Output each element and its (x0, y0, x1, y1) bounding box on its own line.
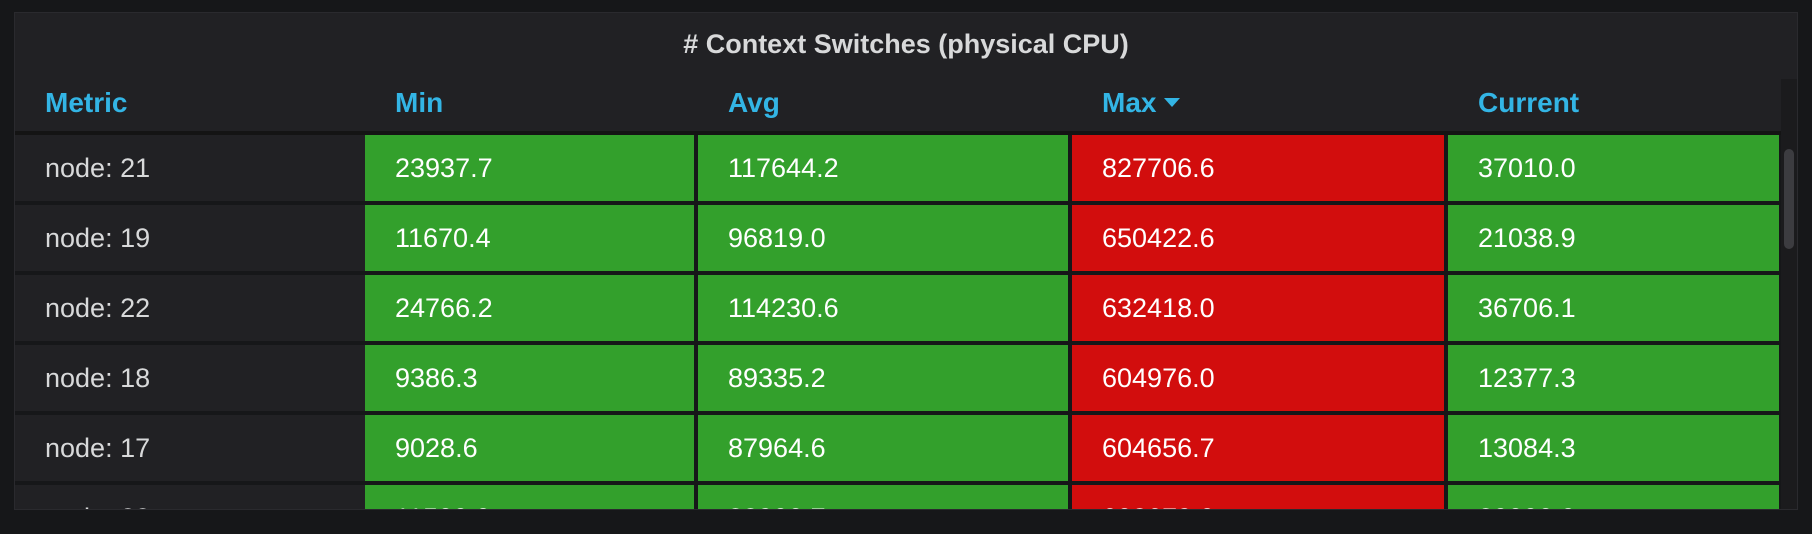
cell-current: 21038.9 (1448, 205, 1783, 275)
cell-min: 24766.2 (365, 275, 698, 345)
metrics-table: Metric Min Avg Max Current node: 21 2393… (15, 75, 1783, 509)
cell-min: 23937.7 (365, 135, 698, 205)
cell-min: 9386.3 (365, 345, 698, 415)
cell-avg: 96819.0 (698, 205, 1072, 275)
column-header-min[interactable]: Min (365, 75, 698, 135)
cell-max: 632418.0 (1072, 275, 1448, 345)
cell-avg: 87964.6 (698, 415, 1072, 485)
cell-max: 602679.0 (1072, 485, 1448, 509)
table-row: node: 19 11670.4 96819.0 650422.6 21038.… (15, 205, 1783, 275)
sort-descending-icon (1164, 98, 1181, 108)
column-header-label: Current (1478, 87, 1580, 118)
column-header-label: Avg (728, 87, 780, 118)
table-row: node: 21 23937.7 117644.2 827706.6 37010… (15, 135, 1783, 205)
column-header-max[interactable]: Max (1072, 75, 1448, 135)
table-row: node: 18 9386.3 89335.2 604976.0 12377.3 (15, 345, 1783, 415)
cell-metric: node: 21 (15, 135, 365, 205)
cell-current: 13084.3 (1448, 415, 1783, 485)
column-header-current[interactable]: Current (1448, 75, 1783, 135)
column-header-avg[interactable]: Avg (698, 75, 1072, 135)
table-row: node: 22 24766.2 114230.6 632418.0 36706… (15, 275, 1783, 345)
cell-metric: node: 23 (15, 485, 365, 509)
cell-avg: 88900.7 (698, 485, 1072, 509)
table-panel: # Context Switches (physical CPU) Metric… (14, 12, 1798, 510)
table-viewport: Metric Min Avg Max Current node: 21 2393… (15, 75, 1797, 509)
cell-max: 650422.6 (1072, 205, 1448, 275)
cell-metric: node: 17 (15, 415, 365, 485)
column-header-label: Min (395, 87, 444, 118)
cell-current: 20000.0 (1448, 485, 1783, 509)
cell-current: 37010.0 (1448, 135, 1783, 205)
cell-metric: node: 22 (15, 275, 365, 345)
cell-avg: 114230.6 (698, 275, 1072, 345)
cell-min: 11500.0 (365, 485, 698, 509)
cell-max: 827706.6 (1072, 135, 1448, 205)
cell-max: 604976.0 (1072, 345, 1448, 415)
table-row: node: 23 11500.0 88900.7 602679.0 20000.… (15, 485, 1783, 509)
scrollbar-thumb[interactable] (1784, 149, 1794, 249)
cell-metric: node: 18 (15, 345, 365, 415)
cell-avg: 117644.2 (698, 135, 1072, 205)
cell-min: 11670.4 (365, 205, 698, 275)
cell-max: 604656.7 (1072, 415, 1448, 485)
cell-avg: 89335.2 (698, 345, 1072, 415)
cell-min: 9028.6 (365, 415, 698, 485)
column-header-label: Metric (45, 87, 128, 118)
column-header-metric[interactable]: Metric (15, 75, 365, 135)
cell-current: 12377.3 (1448, 345, 1783, 415)
table-row: node: 17 9028.6 87964.6 604656.7 13084.3 (15, 415, 1783, 485)
panel-title[interactable]: # Context Switches (physical CPU) (683, 29, 1129, 59)
cell-current: 36706.1 (1448, 275, 1783, 345)
table-header-row: Metric Min Avg Max Current (15, 75, 1783, 135)
vertical-scrollbar[interactable] (1781, 79, 1797, 509)
cell-metric: node: 19 (15, 205, 365, 275)
column-header-label: Max (1102, 87, 1157, 118)
